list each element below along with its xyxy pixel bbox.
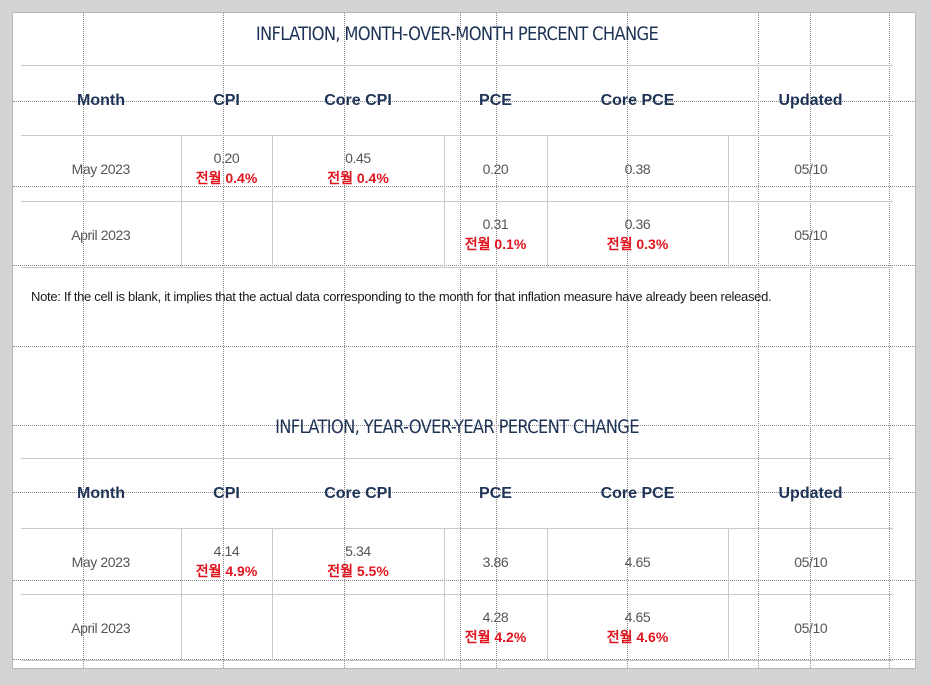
cell-cpi: 4.14 전월 4.9% — [180, 528, 272, 595]
core-pce-value: 4.65 — [624, 608, 651, 625]
core-pce-annotation: 전월 0.3% — [606, 235, 669, 252]
table-header-row: Month CPI Core CPI PCE Core PCE Updated — [21, 459, 893, 529]
updated-value: 05/10 — [794, 553, 828, 570]
core-pce-value: 0.38 — [624, 160, 651, 177]
header-core-pce: Core PCE — [547, 459, 728, 529]
cell-updated: 05/10 — [727, 594, 893, 661]
core-pce-annotation: 전월 4.6% — [606, 628, 669, 645]
cell-pce: 0.20 — [443, 135, 547, 202]
document-canvas: INFLATION, MONTH-OVER-MONTH PERCENT CHAN… — [12, 12, 916, 669]
cell-core-pce: 0.36 전월 0.3% — [546, 201, 728, 268]
cell-month: April 2023 — [21, 201, 181, 268]
cell-month: May 2023 — [21, 135, 181, 202]
pce-value: 3.86 — [482, 553, 509, 570]
cpi-annotation: 전월 0.4% — [195, 169, 258, 186]
cell-pce: 0.31 전월 0.1% — [443, 201, 547, 268]
cell-pce: 3.86 — [443, 528, 547, 595]
yoy-table: Month CPI Core CPI PCE Core PCE Updated … — [21, 459, 893, 661]
cell-core-pce: 4.65 전월 4.6% — [546, 594, 728, 661]
cell-month: April 2023 — [21, 594, 181, 661]
header-pce: PCE — [444, 66, 547, 136]
pce-value: 0.31 — [482, 215, 509, 232]
cell-core-cpi — [271, 201, 444, 268]
header-updated: Updated — [728, 459, 893, 529]
yoy-title: INFLATION, YEAR-OVER-YEAR PERCENT CHANGE — [275, 416, 639, 438]
table-row: May 2023 0.20 전월 0.4% 0.45 전월 0.4% 0.20 … — [21, 135, 893, 202]
table-header-row: Month CPI Core CPI PCE Core PCE Updated — [21, 66, 893, 136]
cell-core-cpi — [271, 594, 444, 661]
header-core-cpi: Core CPI — [272, 459, 444, 529]
core-cpi-value: 5.34 — [345, 542, 371, 559]
title-divider — [21, 458, 893, 459]
core-cpi-annotation: 전월 0.4% — [327, 169, 389, 186]
table-row: April 2023 4.28 전월 4.2% 4.65 전월 4.6% 05/… — [21, 594, 893, 661]
table-footnote: Note: If the cell is blank, it implies t… — [31, 289, 772, 304]
pce-annotation: 전월 0.1% — [464, 235, 527, 252]
core-cpi-value: 0.45 — [345, 149, 371, 166]
guide-line — [13, 346, 915, 347]
cpi-value: 4.14 — [213, 542, 240, 559]
header-updated: Updated — [728, 66, 893, 136]
cell-pce: 4.28 전월 4.2% — [443, 594, 547, 661]
updated-value: 05/10 — [794, 160, 828, 177]
header-pce: PCE — [444, 459, 547, 529]
updated-value: 05/10 — [794, 619, 828, 636]
core-cpi-annotation: 전월 5.5% — [327, 562, 389, 579]
core-pce-value: 0.36 — [624, 215, 651, 232]
cell-month: May 2023 — [21, 528, 181, 595]
header-cpi: CPI — [181, 66, 272, 136]
table-row: May 2023 4.14 전월 4.9% 5.34 전월 5.5% 3.86 … — [21, 528, 893, 595]
header-cpi: CPI — [181, 459, 272, 529]
cell-cpi: 0.20 전월 0.4% — [180, 135, 272, 202]
pce-annotation: 전월 4.2% — [464, 628, 527, 645]
cell-cpi — [180, 594, 272, 661]
header-core-pce: Core PCE — [547, 66, 728, 136]
table-row: April 2023 0.31 전월 0.1% 0.36 전월 0.3% 05/… — [21, 201, 893, 268]
updated-value: 05/10 — [794, 226, 828, 243]
cell-core-pce: 0.38 — [546, 135, 728, 202]
mom-title: INFLATION, MONTH-OVER-MONTH PERCENT CHAN… — [255, 23, 659, 45]
cell-updated: 05/10 — [727, 201, 893, 268]
mom-table: Month CPI Core CPI PCE Core PCE Updated … — [21, 66, 893, 268]
cell-core-pce: 4.65 — [546, 528, 728, 595]
cell-updated: 05/10 — [727, 135, 893, 202]
core-pce-value: 4.65 — [624, 553, 651, 570]
pce-value: 4.28 — [482, 608, 509, 625]
header-month: Month — [21, 459, 181, 529]
title-divider — [21, 65, 893, 66]
header-core-cpi: Core CPI — [272, 66, 444, 136]
cell-core-cpi: 5.34 전월 5.5% — [271, 528, 444, 595]
cell-updated: 05/10 — [727, 528, 893, 595]
cpi-annotation: 전월 4.9% — [195, 562, 258, 579]
header-month: Month — [21, 66, 181, 136]
pce-value: 0.20 — [482, 160, 509, 177]
cpi-value: 0.20 — [213, 149, 240, 166]
cell-core-cpi: 0.45 전월 0.4% — [271, 135, 444, 202]
cell-cpi — [180, 201, 272, 268]
